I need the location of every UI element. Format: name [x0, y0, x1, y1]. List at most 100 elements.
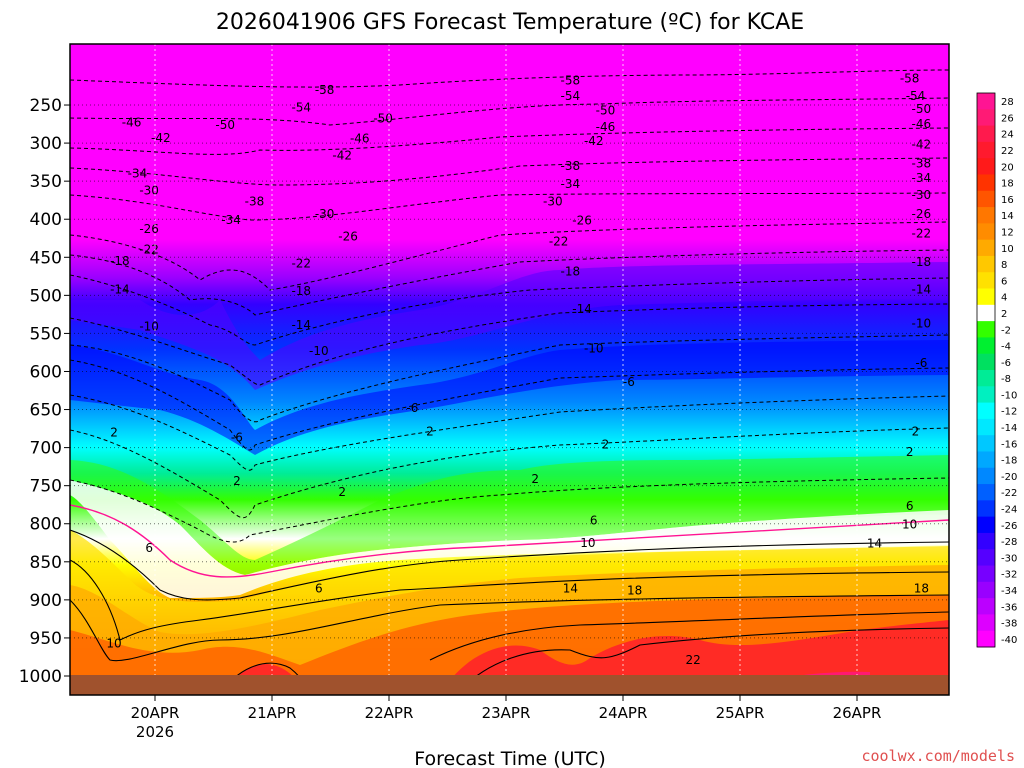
colorbar-swatch — [977, 158, 995, 175]
colorbar-label: -40 — [1001, 635, 1017, 646]
colorbar-swatch — [977, 484, 995, 501]
colorbar-swatch — [977, 549, 995, 567]
contour-label: -38 — [245, 195, 265, 209]
y-tick-label: 600 — [30, 362, 62, 382]
colorbar-label: 16 — [1001, 195, 1014, 206]
contour-label: -38 — [912, 157, 932, 171]
field-band-violet — [70, 262, 949, 390]
vertical-gridlines — [154, 44, 858, 695]
contour-label: 2 — [426, 425, 434, 439]
contour-label: 14 — [867, 537, 882, 551]
colorbar-label: -2 — [1001, 325, 1011, 336]
contour-label: -22 — [139, 243, 159, 257]
contour-label: -34 — [912, 171, 932, 185]
isotherm-14 — [429, 611, 949, 661]
x-tick-label: 25APR — [716, 704, 765, 722]
contour-label: -18 — [561, 265, 581, 279]
credit-link[interactable]: coolwx.com/models — [861, 747, 1015, 765]
contour-label: 2 — [338, 485, 346, 499]
colorbar-label: -30 — [1001, 553, 1017, 564]
contour-label: 10 — [902, 518, 917, 532]
contour-label: -10 — [139, 320, 159, 334]
colorbar-label: -38 — [1001, 619, 1017, 630]
colorbar: 28 26 24 22 20 18 16 14 12 10 8 6 4 2 -2 -4 -6 -8 -10 -12 -1… — [976, 92, 1017, 648]
colorbar-swatch — [977, 125, 995, 143]
isotherm-18 — [70, 359, 949, 451]
colorbar-swatch — [977, 598, 995, 615]
contour-label: 2 — [110, 425, 118, 439]
contour-label: -50 — [373, 112, 393, 126]
y-tick-label: 350 — [30, 172, 62, 192]
colorbar-label: -10 — [1001, 390, 1017, 401]
y-tick-label: 850 — [30, 553, 62, 573]
contour-label: -46 — [912, 117, 932, 131]
colorbar-label: -26 — [1001, 521, 1017, 532]
isotherm-2 — [70, 529, 949, 601]
y-tick-label: 900 — [30, 591, 62, 611]
ground-terrain — [70, 675, 949, 695]
contour-label: -26 — [572, 214, 592, 228]
contour-label: -6 — [406, 401, 418, 415]
colorbar-frame — [976, 92, 996, 648]
contour-label: -26 — [338, 230, 358, 244]
contour-label: -46 — [596, 120, 616, 134]
contour-label: 6 — [315, 581, 323, 595]
contour-label: 22 — [686, 653, 701, 667]
field-band-green — [70, 455, 949, 575]
x-axis-label: Forecast Time (UTC) — [414, 748, 605, 768]
contour-label: 6 — [906, 499, 914, 513]
isotherm-pos6 — [70, 559, 949, 641]
isotherm-18 — [459, 627, 949, 691]
colorbar-swatch — [977, 304, 995, 322]
isotherm-42 — [70, 192, 949, 221]
colorbar-swatch — [977, 141, 995, 159]
isotherm-lines-dashed — [70, 69, 949, 543]
contour-label: -14 — [291, 318, 311, 332]
contour-label: -22 — [912, 227, 932, 241]
contour-label: -6 — [915, 356, 927, 370]
contour-label: -54 — [906, 89, 926, 103]
colorbar-label: -6 — [1001, 358, 1011, 369]
isotherm-38 — [70, 221, 949, 291]
colorbar-swatch — [977, 435, 995, 452]
x-tick-label: 21APR — [248, 704, 297, 722]
y-tick-label: 550 — [30, 324, 62, 344]
contour-labels: -58-58-58-54-54-54-50-50 -50-50-46 -46 -46-… — [106, 71, 931, 667]
colorbar-swatch — [977, 370, 995, 387]
y-tick-label: 800 — [30, 515, 62, 535]
isotherm-22 — [70, 334, 949, 423]
x-axis: 20APR 21APR 22APR 23APR 24APR 25APR 26APR 2026 — [131, 695, 882, 741]
colorbar-swatch — [977, 337, 995, 355]
contour-label: -42 — [151, 131, 171, 145]
contour-label: -22 — [291, 256, 311, 270]
contour-label: -50 — [215, 118, 235, 132]
isotherm-14 — [70, 394, 949, 471]
contour-label: -14 — [572, 302, 592, 316]
colorbar-label: 8 — [1001, 260, 1007, 271]
contour-label: 2 — [912, 425, 920, 439]
colorbar-label: 22 — [1001, 146, 1014, 157]
x-tick-label: 20APR — [131, 704, 180, 722]
colorbar-label: 18 — [1001, 179, 1014, 190]
colorbar-label: -36 — [1001, 602, 1017, 613]
isotherm-10 — [70, 427, 949, 518]
colorbar-swatch — [977, 581, 995, 599]
contour-label: -30 — [912, 188, 932, 202]
colorbar-swatch — [977, 418, 995, 436]
contour-label: -10 — [309, 344, 329, 358]
contour-label: -34 — [221, 213, 241, 227]
x-tick-label: 26APR — [833, 704, 882, 722]
contour-label: -50 — [596, 103, 616, 117]
isotherm-34 — [70, 249, 949, 316]
isotherm-26 — [70, 303, 949, 386]
colorbar-swatch — [977, 353, 995, 371]
colorbar-label: -24 — [1001, 505, 1017, 516]
contour-label: 2 — [233, 474, 241, 488]
y-tick-label: 500 — [30, 286, 62, 306]
colorbar-swatch — [977, 190, 995, 208]
colorbar-swatch — [977, 467, 995, 485]
y-tick-label: 700 — [30, 439, 62, 459]
contour-label: 18 — [914, 581, 929, 595]
y-tick-label: 650 — [30, 401, 62, 421]
